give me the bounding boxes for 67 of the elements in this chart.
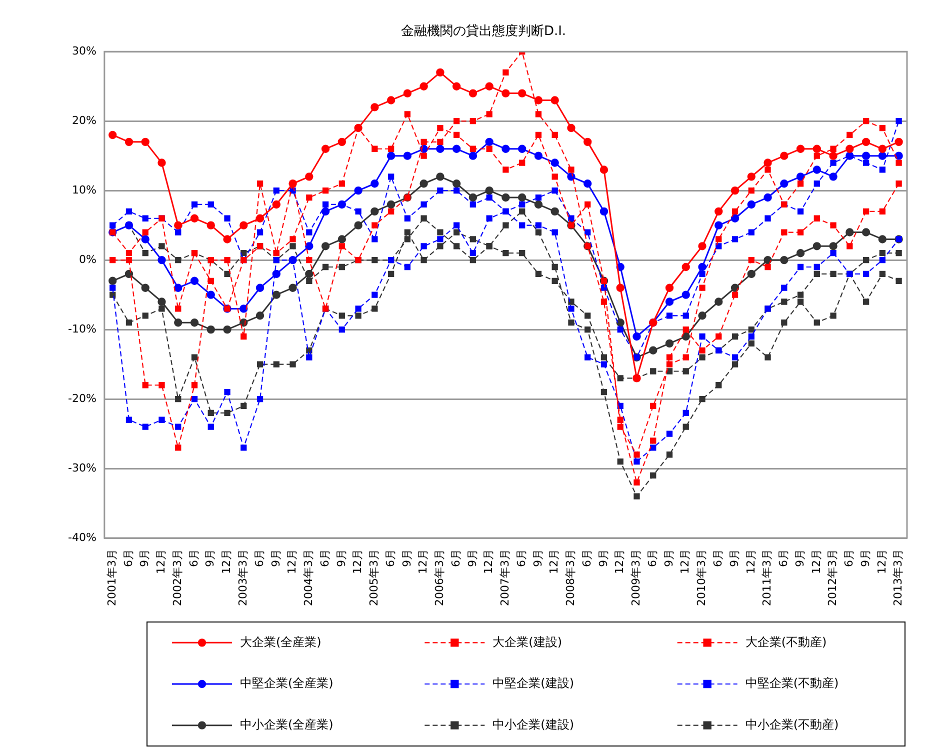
- x-tick-label: 9月: [662, 549, 676, 568]
- x-tick-label: 6月: [252, 549, 266, 568]
- x-tick-label: 12月: [613, 549, 626, 574]
- x-tick-label: 12月: [416, 549, 430, 574]
- chart-title: 金融機関の貸出態度判断D.I.: [400, 23, 566, 40]
- x-tick-label: 12月: [154, 549, 168, 574]
- x-tick-label: 12月: [220, 549, 234, 574]
- legend-label: 中小企業(不動産): [745, 717, 839, 732]
- x-tick-label: 12月: [482, 549, 496, 574]
- y-tick-label: -30%: [68, 461, 96, 474]
- y-tick-label: -20%: [68, 392, 96, 405]
- x-tick-label: 12月: [875, 549, 888, 574]
- y-tick-label: 0%: [78, 252, 96, 266]
- x-tick-label: 9月: [400, 549, 414, 568]
- x-tick-label: 9月: [204, 549, 217, 568]
- legend-label: 大企業(不動産): [745, 634, 827, 649]
- x-tick-label: 9月: [269, 549, 282, 568]
- y-tick-label: -40%: [68, 530, 96, 544]
- legend-label: 中小企業(建設): [492, 717, 574, 732]
- legend-label: 中堅企業(建設): [492, 676, 574, 690]
- x-tick-label: 6月: [122, 549, 135, 568]
- y-tick-label: 20%: [72, 114, 96, 127]
- x-tick-label: 9月: [728, 549, 741, 568]
- x-tick-label: 2001年3月: [105, 549, 118, 606]
- x-tick-label: 6月: [318, 549, 332, 568]
- x-tick-label: 9月: [138, 549, 152, 568]
- x-tick-label: 9月: [793, 549, 806, 568]
- x-tick-label: 9月: [334, 549, 348, 568]
- y-tick-label: -10%: [68, 322, 96, 336]
- x-tick-label: 9月: [531, 549, 544, 568]
- x-tick-label: 6月: [187, 549, 200, 568]
- x-tick-label: 2006年3月: [433, 549, 446, 606]
- x-tick-label: 12月: [351, 549, 364, 574]
- legend-label: 中小企業(全産業): [240, 717, 334, 732]
- legend-label: 大企業(建設): [492, 634, 562, 649]
- x-tick-label: 12月: [286, 549, 299, 574]
- x-tick-label: 2011年3月: [760, 549, 774, 606]
- x-tick-label: 6月: [449, 549, 462, 568]
- x-tick-label: 9月: [596, 549, 610, 568]
- y-tick-label: 30%: [72, 44, 96, 58]
- x-tick-label: 2004年3月: [302, 549, 316, 606]
- x-tick-label: 12月: [548, 549, 561, 574]
- legend-label: 大企業(全産業): [240, 634, 322, 649]
- x-tick-label: 6月: [646, 549, 659, 568]
- x-tick-label: 9月: [466, 549, 479, 568]
- x-tick-label: 9月: [858, 549, 872, 568]
- x-tick-label: 6月: [514, 549, 528, 568]
- x-tick-label: 6月: [712, 549, 724, 568]
- x-tick-label: 12月: [810, 549, 823, 574]
- x-tick-label: 12月: [678, 549, 692, 574]
- x-tick-label: 6月: [580, 549, 594, 568]
- x-tick-label: 6月: [842, 549, 856, 568]
- x-tick-label: 2009年3月: [630, 549, 643, 606]
- y-tick-label: 10%: [72, 183, 96, 196]
- x-tick-label: 2013年3月: [892, 549, 905, 606]
- x-tick-label: 2005年3月: [368, 549, 381, 606]
- x-tick-label: 2008年3月: [564, 549, 578, 606]
- legend-label: 中堅企業(全産業): [240, 676, 334, 690]
- x-tick-label: 6月: [384, 549, 397, 568]
- x-tick-label: 2007年3月: [498, 549, 512, 606]
- x-tick-label: 2012年3月: [826, 549, 840, 606]
- x-tick-label: 2003年3月: [236, 549, 250, 606]
- x-tick-label: 6月: [777, 549, 790, 568]
- x-tick-label: 2010年3月: [695, 549, 708, 606]
- legend-label: 中堅企業(不動産): [745, 676, 839, 690]
- x-tick-label: 12月: [744, 549, 758, 574]
- x-tick-label: 2002年3月: [170, 549, 184, 606]
